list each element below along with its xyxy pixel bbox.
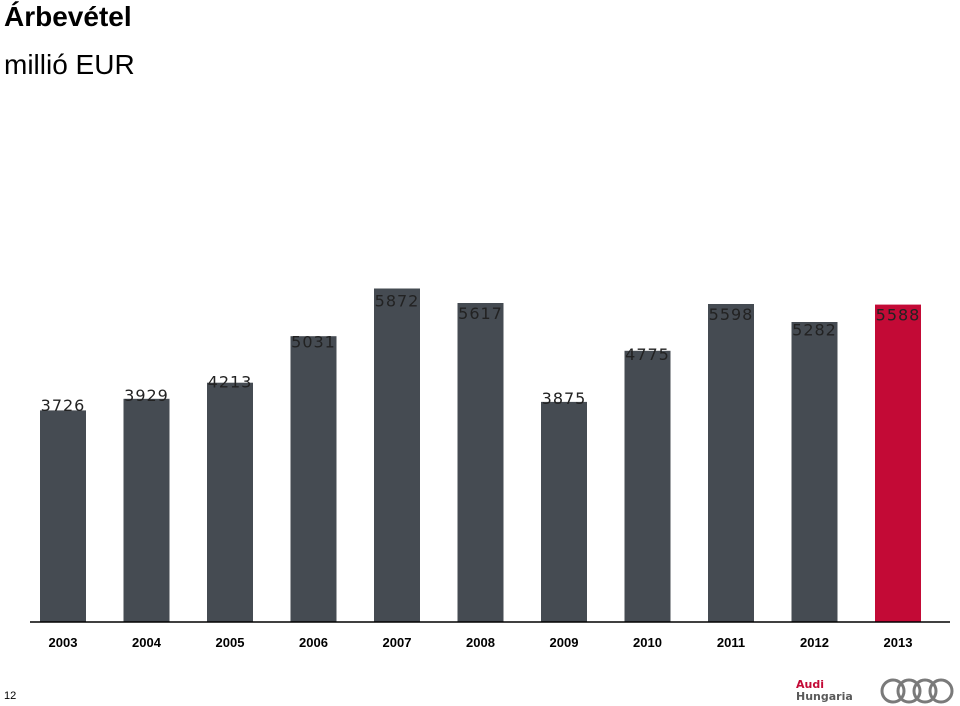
bar-2011 [708,304,754,622]
bar-2008 [457,303,504,622]
audi-rings-icon [880,678,954,704]
tick-label-2013: 2013 [884,635,913,650]
value-label-2013: 5588 [876,306,921,325]
tick-label-2011: 2011 [717,635,745,650]
value-labels-group: 3726 3929 4213 5031 5872 5617 3875 4775 5598 5282… [41,292,921,415]
bar-2010 [624,350,671,622]
tick-label-2003: 2003 [49,635,78,650]
bar-2004 [123,398,170,622]
chart-title: Árbevétel [4,1,132,32]
value-label-2011: 5598 [709,305,754,324]
tick-label-2010: 2010 [633,635,662,650]
bar-2007 [374,288,420,622]
tick-label-2006: 2006 [299,635,328,650]
bar-chart: 3726 3929 4213 5031 5872 5617 3875 4775 5598 5282… [30,288,950,650]
audi-hungaria-logo-text: Audi Hungaria [796,679,853,703]
value-label-2003: 3726 [41,396,86,415]
logo-sub-text: Hungaria [796,690,853,703]
value-label-2009: 3875 [542,389,587,408]
bar-2012 [791,322,838,622]
x-tick-labels-group: 2003 2004 2005 2006 2007 2008 2009 2010 2011 2012… [49,635,913,650]
value-label-2004: 3929 [124,386,169,405]
tick-label-2009: 2009 [550,635,579,650]
bar-2013 [875,304,921,622]
value-label-2012: 5282 [792,320,837,339]
bar-2006 [290,336,337,622]
tick-label-2005: 2005 [216,635,245,650]
chart-unit-subtitle: millió EUR [4,49,135,80]
tick-label-2012: 2012 [800,635,829,650]
bars-group [40,288,921,622]
tick-label-2007: 2007 [383,635,412,650]
bar-2009 [541,401,587,622]
bar-2005 [207,382,253,622]
tick-label-2008: 2008 [466,635,495,650]
value-label-2010: 4775 [625,345,670,364]
value-label-2007: 5872 [375,292,420,311]
value-label-2008: 5617 [458,304,503,323]
bar-2003 [40,410,86,622]
value-label-2005: 4213 [208,372,253,391]
tick-label-2004: 2004 [132,635,162,650]
page-number: 12 [4,690,17,702]
logo-brand-text: Audi [796,678,824,691]
value-label-2006: 5031 [291,333,336,352]
